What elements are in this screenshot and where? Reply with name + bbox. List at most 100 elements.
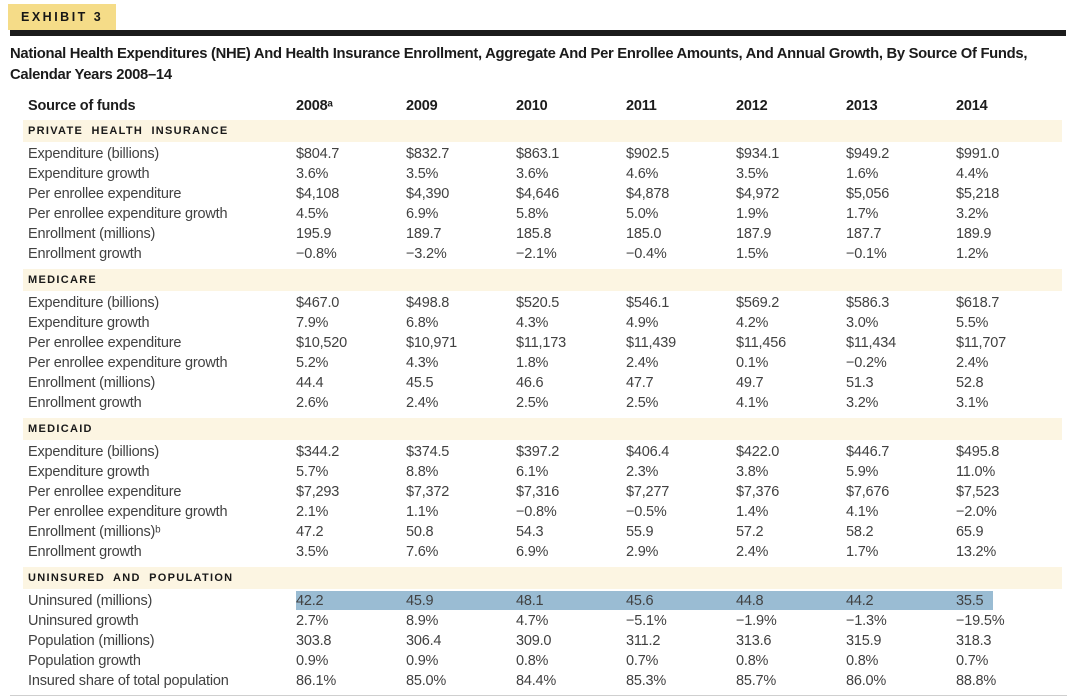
value-cell: −2.1% [516, 246, 557, 262]
section-title: PRIVATE HEALTH INSURANCE [28, 125, 229, 137]
value-cell: −0.1% [846, 246, 887, 262]
bottom-divider [10, 695, 1067, 696]
value-cell: $934.1 [736, 146, 780, 162]
value-cell: 1.7% [846, 206, 879, 222]
title-line-2: Calendar Years 2008–14 [10, 67, 172, 83]
row-label: Uninsured (millions) [28, 593, 153, 609]
value-cell: −3.2% [406, 246, 447, 262]
value-cell: 6.8% [406, 315, 439, 331]
value-cell: $7,376 [736, 484, 780, 500]
value-cell: $546.1 [626, 295, 670, 311]
year-header: 2009 [406, 97, 438, 114]
title-line-1: National Health Expenditures (NHE) And H… [10, 46, 1028, 62]
row-label: Expenditure (billions) [28, 146, 159, 162]
table-row: Uninsured (millions) 42.2 45.9 48.1 45.6 44.8… [0, 591, 1077, 611]
row-label: Enrollment growth [28, 544, 142, 560]
value-cell: 1.4% [736, 504, 769, 520]
value-cell: $7,293 [296, 484, 340, 500]
value-cell: $832.7 [406, 146, 450, 162]
value-cell: 311.2 [626, 633, 661, 649]
value-cell: 1.8% [516, 355, 549, 371]
value-cell: 47.7 [626, 375, 654, 391]
value-cell: 50.8 [406, 524, 434, 540]
row-label: Expenditure (billions) [28, 295, 159, 311]
value-cell: 51.3 [846, 375, 874, 391]
value-cell: 44.4 [296, 375, 324, 391]
value-cell: 5.2% [296, 355, 329, 371]
value-cell: $804.7 [296, 146, 340, 162]
value-cell: $902.5 [626, 146, 670, 162]
value-cell: 4.3% [406, 355, 439, 371]
value-cell: $863.1 [516, 146, 560, 162]
value-cell: 42.2 [296, 593, 324, 609]
section-title: MEDICARE [28, 274, 98, 286]
table-row: Expenditure (billions) $344.2 $374.5 $397.2… [0, 442, 1077, 462]
value-cell: 2.9% [626, 544, 659, 560]
value-cell: $7,676 [846, 484, 890, 500]
value-cell: 2.7% [296, 613, 329, 629]
value-cell: 8.8% [406, 464, 439, 480]
value-cell: 65.9 [956, 524, 984, 540]
value-cell: −19.5% [956, 613, 1005, 629]
value-cell: 2.4% [406, 395, 439, 411]
value-cell: 6.9% [406, 206, 439, 222]
row-label: Enrollment growth [28, 395, 142, 411]
table-row: Per enrollee expenditure $10,520 $10,971 $1… [0, 333, 1077, 353]
table-row: Enrollment (millions) 44.4 45.5 46.6 47.7 49.… [0, 373, 1077, 393]
value-cell: 2.5% [516, 395, 549, 411]
value-cell: $5,218 [956, 186, 1000, 202]
value-cell: $991.0 [956, 146, 1000, 162]
value-cell: 6.9% [516, 544, 549, 560]
value-cell: $10,971 [406, 335, 458, 351]
value-cell: $4,878 [626, 186, 670, 202]
value-cell: 4.9% [626, 315, 659, 331]
value-cell: −0.8% [516, 504, 557, 520]
section-band: MEDICARE [23, 269, 1062, 291]
table-row: Expenditure growth 7.9% 6.8% 4.3% 4.9% 4.2% 3.… [0, 313, 1077, 333]
table-row: Uninsured growth 2.7% 8.9% 4.7% −5.1% −1.9% −1… [0, 611, 1077, 631]
value-cell: 1.2% [956, 246, 989, 262]
value-cell: −0.8% [296, 246, 337, 262]
value-cell: 3.6% [296, 166, 329, 182]
value-cell: 5.8% [516, 206, 549, 222]
value-cell: 54.3 [516, 524, 544, 540]
exhibit-title: National Health Expenditures (NHE) And H… [10, 44, 1067, 86]
value-cell: 48.1 [516, 593, 544, 609]
value-cell: $11,456 [736, 335, 786, 351]
value-cell: 0.8% [516, 653, 549, 669]
row-label: Population (millions) [28, 633, 155, 649]
value-cell: 8.9% [406, 613, 439, 629]
value-cell: 88.8% [956, 673, 997, 689]
table-row: Per enrollee expenditure growth 5.2% 4.3% 1… [0, 353, 1077, 373]
value-cell: 1.6% [846, 166, 879, 182]
value-cell: 4.2% [736, 315, 769, 331]
year-header: 2010 [516, 97, 548, 114]
value-cell: 3.8% [736, 464, 769, 480]
value-cell: $406.4 [626, 444, 670, 460]
row-label: Per enrollee expenditure [28, 484, 182, 500]
value-cell: $422.0 [736, 444, 780, 460]
row-label: Insured share of total population [28, 673, 229, 689]
section-title: MEDICAID [28, 423, 93, 435]
value-cell: 2.4% [736, 544, 769, 560]
value-cell: 5.9% [846, 464, 879, 480]
value-cell: 2.1% [296, 504, 329, 520]
table-row: Population growth 0.9% 0.9% 0.8% 0.7% 0.8% 0.8… [0, 651, 1077, 671]
value-cell: $11,173 [516, 335, 566, 351]
value-cell: 7.6% [406, 544, 439, 560]
value-cell: 309.0 [516, 633, 552, 649]
table-row: Per enrollee expenditure $4,108 $4,390 $4,6… [0, 184, 1077, 204]
value-cell: 0.7% [956, 653, 989, 669]
year-header: 2013 [846, 97, 878, 114]
section-band: MEDICAID [23, 418, 1062, 440]
row-label: Uninsured growth [28, 613, 139, 629]
value-cell: 1.1% [406, 504, 439, 520]
row-label: Per enrollee expenditure [28, 186, 182, 202]
exhibit-badge: EXHIBIT 3 [8, 4, 117, 30]
value-cell: 52.8 [956, 375, 984, 391]
value-cell: 44.2 [846, 593, 874, 609]
value-cell: 4.3% [516, 315, 549, 331]
value-cell: 85.0% [406, 673, 447, 689]
value-cell: 86.1% [296, 673, 337, 689]
